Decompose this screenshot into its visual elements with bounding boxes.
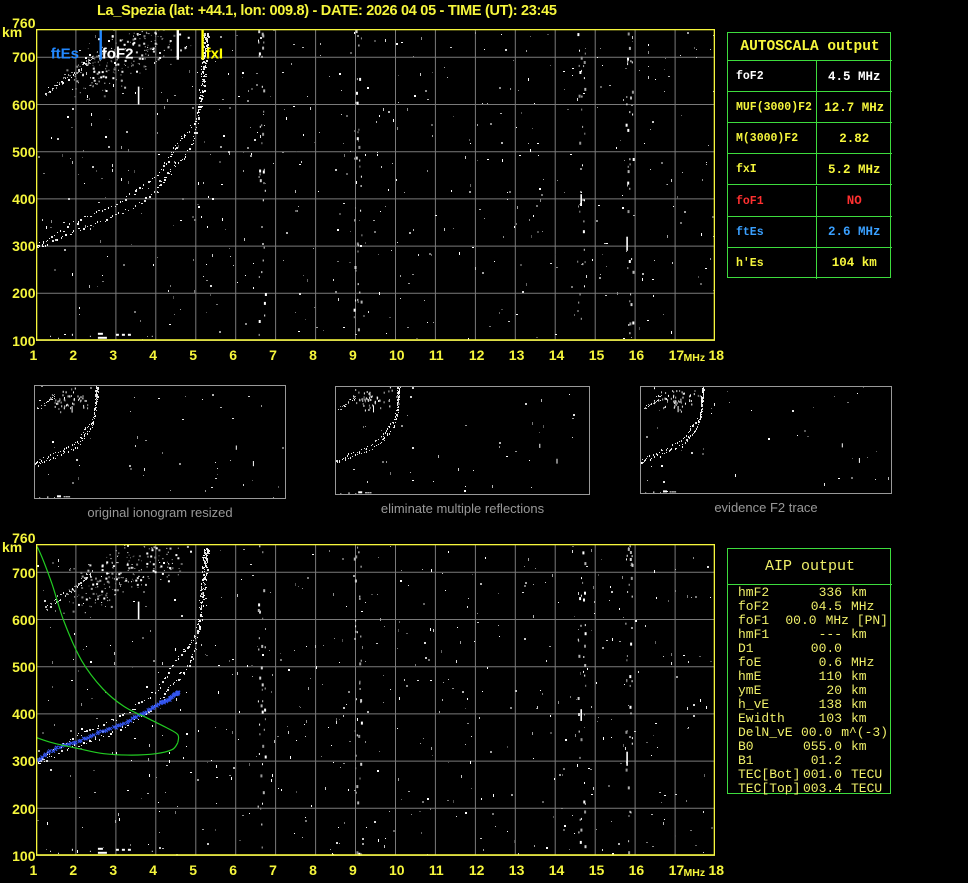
- svg-text:foF2: foF2: [101, 46, 133, 63]
- svg-text:ftEs: ftEs: [50, 46, 78, 63]
- svg-text:fxI: fxI: [205, 46, 223, 63]
